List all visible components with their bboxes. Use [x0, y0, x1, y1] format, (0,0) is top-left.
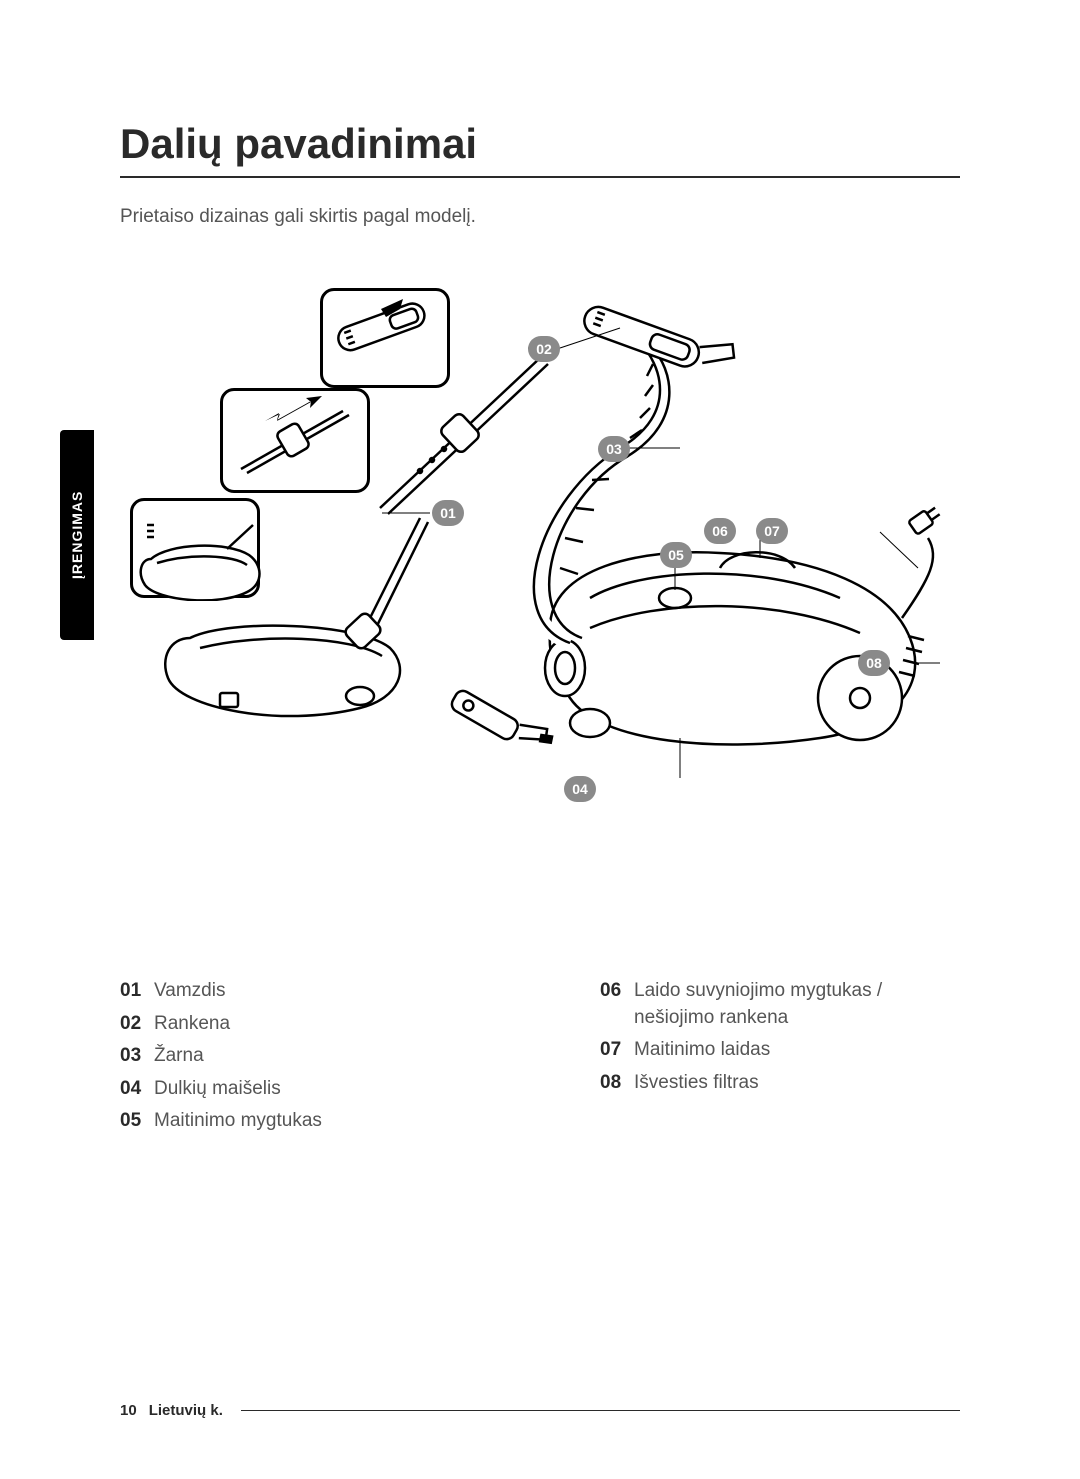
- legend-label: Vamzdis: [154, 978, 225, 1005]
- subtitle: Prietaiso dizainas gali skirtis pagal mo…: [120, 206, 960, 228]
- legend-item: 07 Maitinimo laidas: [600, 1037, 960, 1064]
- legend-item: 03 Žarna: [120, 1043, 480, 1070]
- legend-label: Maitinimo mygtukas: [154, 1108, 322, 1135]
- callout-01: 01: [432, 500, 464, 526]
- callout-06: 06: [704, 518, 736, 544]
- title-rule: [120, 176, 960, 178]
- legend-num: 01: [120, 978, 154, 1005]
- legend-item: 06 Laido suvyniojimo mygtukas / nešiojim…: [600, 978, 960, 1031]
- callout-04: 04: [564, 776, 596, 802]
- footer-language: Lietuvių k.: [149, 1402, 223, 1419]
- callout-02: 02: [528, 336, 560, 362]
- detail-handle: [320, 288, 450, 388]
- legend-col-left: 01 Vamzdis 02 Rankena 03 Žarna 04 Dulkių…: [120, 978, 480, 1141]
- legend-col-right: 06 Laido suvyniojimo mygtukas / nešiojim…: [600, 978, 960, 1141]
- legend-item: 02 Rankena: [120, 1011, 480, 1038]
- page-title: Dalių pavadinimai: [120, 120, 960, 168]
- callout-07: 07: [756, 518, 788, 544]
- detail-floorhead: [130, 498, 260, 598]
- footer-page-number: 10: [120, 1402, 137, 1419]
- legend-label: Dulkių maišelis: [154, 1076, 281, 1103]
- legend-num: 08: [600, 1070, 634, 1097]
- legend-label: Maitinimo laidas: [634, 1037, 770, 1064]
- page-footer: 10 Lietuvių k.: [120, 1402, 960, 1419]
- legend-item: 04 Dulkių maišelis: [120, 1076, 480, 1103]
- detail-wand: [220, 388, 370, 493]
- legend-num: 06: [600, 978, 634, 1031]
- footer-rule: [241, 1410, 960, 1411]
- legend-num: 03: [120, 1043, 154, 1070]
- legend-num: 05: [120, 1108, 154, 1135]
- legend-num: 07: [600, 1037, 634, 1064]
- legend-label: Rankena: [154, 1011, 230, 1038]
- legend-num: 02: [120, 1011, 154, 1038]
- callout-03: 03: [598, 436, 630, 462]
- legend-item: 01 Vamzdis: [120, 978, 480, 1005]
- legend-label: Žarna: [154, 1043, 204, 1070]
- callout-08: 08: [858, 650, 890, 676]
- legend-item: 08 Išvesties filtras: [600, 1070, 960, 1097]
- section-tab: ĮRENGIMAS: [60, 430, 94, 640]
- legend-label: Laido suvyniojimo mygtukas / nešiojimo r…: [634, 978, 960, 1031]
- legend-label: Išvesties filtras: [634, 1070, 759, 1097]
- parts-diagram: 01 02 03 04 05 06 07 08: [120, 268, 960, 808]
- legend-num: 04: [120, 1076, 154, 1103]
- legend-item: 05 Maitinimo mygtukas: [120, 1108, 480, 1135]
- callout-05: 05: [660, 542, 692, 568]
- legend: 01 Vamzdis 02 Rankena 03 Žarna 04 Dulkių…: [120, 978, 960, 1141]
